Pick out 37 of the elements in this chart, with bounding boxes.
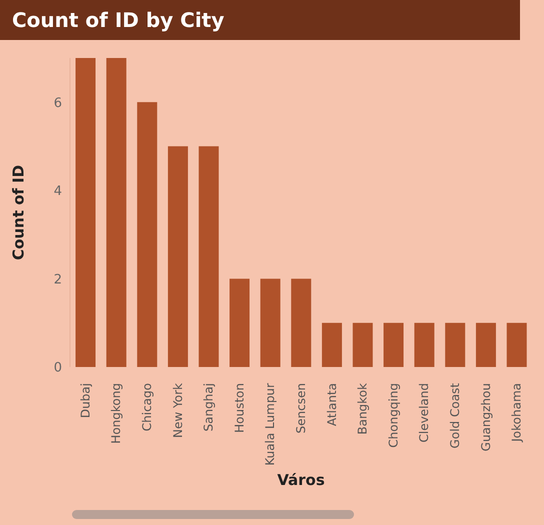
y-tick-label: 4 <box>54 184 62 200</box>
y-tick-label: 2 <box>54 272 62 288</box>
x-tick-label: Guangzhou <box>478 383 493 452</box>
x-tick-label: Cleveland <box>417 383 432 442</box>
x-tick-label: Jokohama <box>510 383 524 443</box>
x-tick-label: Chongqing <box>386 383 400 448</box>
y-tick-label: 6 <box>54 96 62 111</box>
bar <box>322 322 342 367</box>
bar <box>476 322 496 367</box>
bar <box>291 278 312 367</box>
x-tick-label: New York <box>170 382 185 438</box>
bar <box>506 322 527 367</box>
bar <box>106 58 126 367</box>
bar <box>352 322 373 367</box>
x-tick-label: Kuala Lumpur <box>263 382 278 466</box>
x-tick-label: Chicago <box>140 383 154 432</box>
x-tick-label: Houston <box>232 383 246 433</box>
x-tick-label: Hongkong <box>109 383 124 444</box>
bar <box>384 322 404 367</box>
bar <box>414 322 434 367</box>
bar <box>260 278 280 367</box>
x-tick-label: Atlanta <box>324 383 339 426</box>
y-axis-title: Count of ID <box>9 164 28 260</box>
bar <box>198 146 219 367</box>
bar <box>230 278 250 367</box>
x-tick-label: Sencsen <box>294 383 308 434</box>
x-tick-label: Gold Coast <box>448 382 462 448</box>
x-tick-label: Sanghaj <box>202 383 216 432</box>
bar <box>137 102 158 367</box>
bar <box>168 146 188 367</box>
y-tick-label: 0 <box>54 360 62 376</box>
chart-title: Count of ID by City <box>0 0 520 40</box>
x-tick-label: Dubaj <box>78 383 92 418</box>
x-axis-title: Város <box>277 471 325 489</box>
bar <box>445 322 466 367</box>
bar <box>76 58 96 367</box>
x-tick-label: Bangkok <box>356 382 370 435</box>
